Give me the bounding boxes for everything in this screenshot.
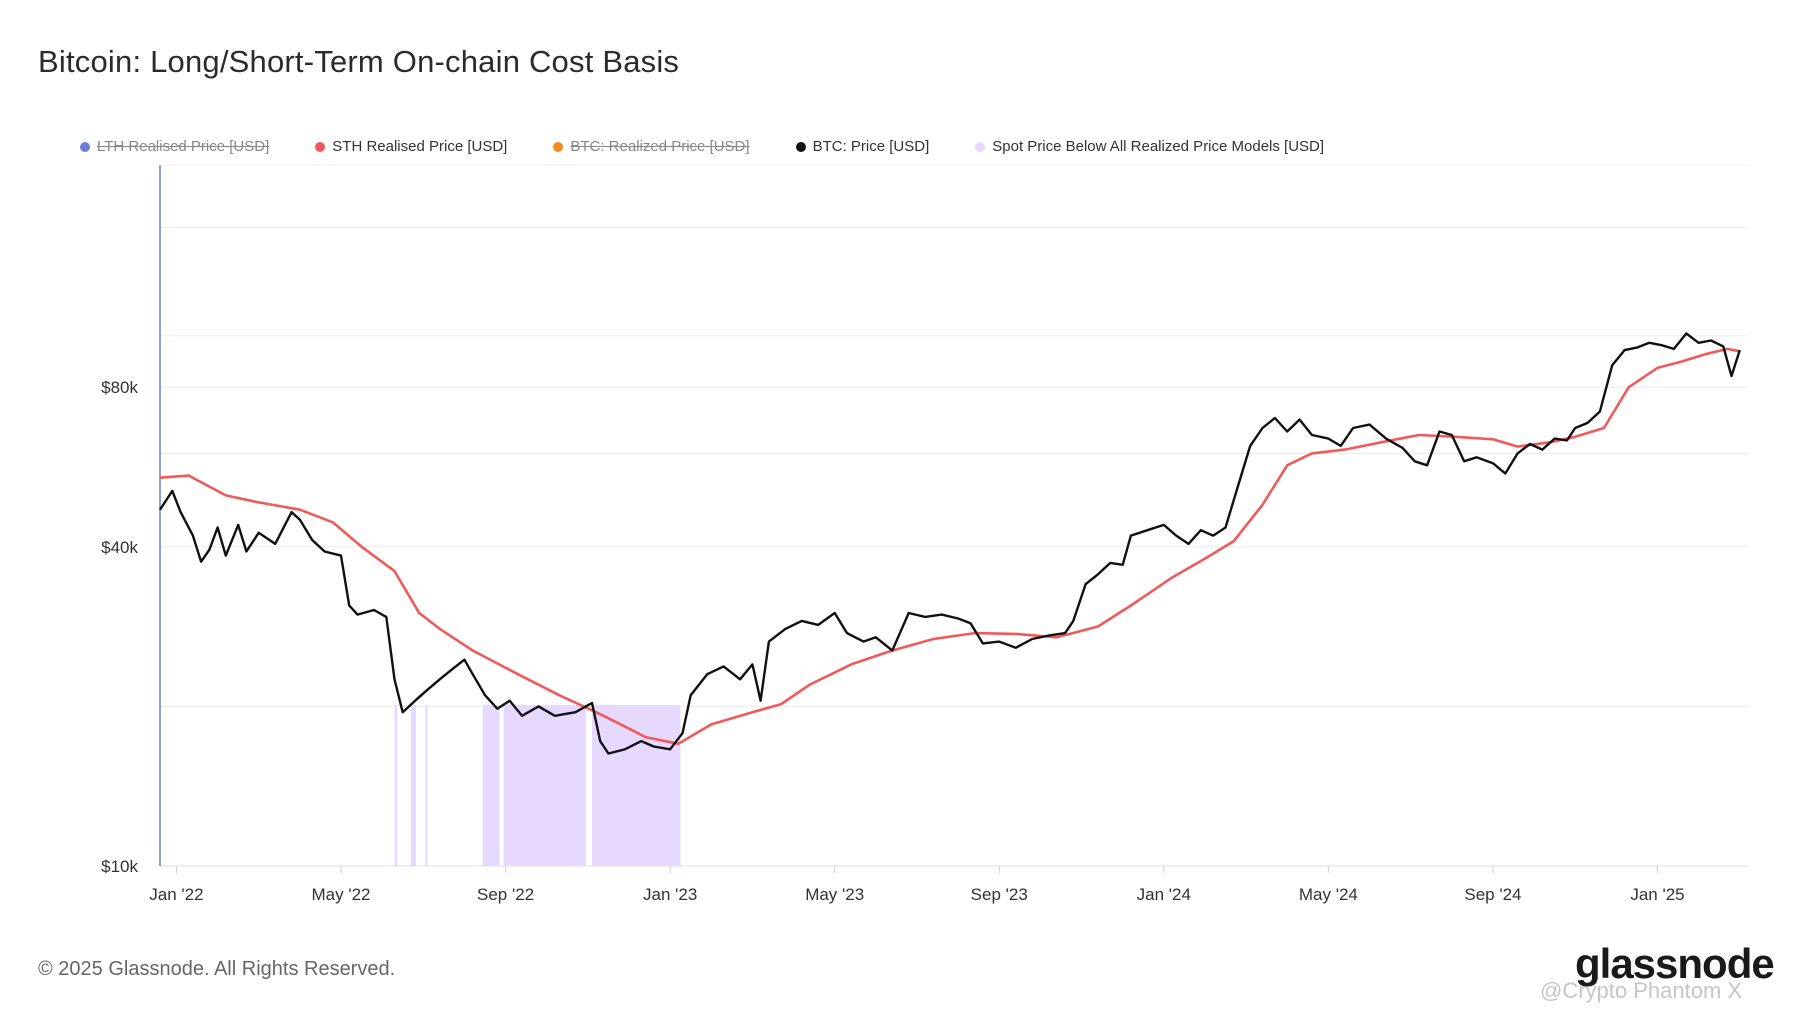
x-tick-label: Jan '24 [1137,885,1191,904]
legend-dot-icon [795,141,806,152]
y-tick-label: $80k [101,378,138,397]
shaded-region [591,705,681,866]
glassnode-logo: glassnode [1575,940,1775,987]
x-tick-label: Sep '24 [1464,885,1521,904]
legend-item-btc-price[interactable]: BTC: Price [USD] [795,138,930,155]
legend-dot-icon [975,141,986,152]
x-tick-label: Jan '25 [1630,885,1684,904]
shaded-region [482,705,500,866]
y-tick-label: $10k [101,857,138,876]
x-tick-label: Jan '23 [643,885,697,904]
legend-dot-icon [315,141,326,152]
chart-title: Bitcoin: Long/Short-Term On-chain Cost B… [38,44,680,79]
legend-label: LTH Realised Price [USD] [97,138,270,155]
y-tick-label: $40k [101,538,138,557]
btc-price-line [158,332,1741,755]
shaded-region [425,705,428,866]
legend-item-sth-realised-price[interactable]: STH Realised Price [USD] [315,138,507,155]
legend-label: STH Realised Price [USD] [332,138,508,155]
x-tick-label: Sep '22 [477,885,534,904]
legend-label: Spot Price Below All Realized Price Mode… [992,138,1325,155]
legend-label: BTC: Realized Price [USD] [570,138,750,155]
chart-plot: $10k $40k $80k Jan '22 May '22 Sep '22 Jan '23… [101,164,1748,904]
x-tick-label: May '24 [1299,885,1358,904]
legend-dot-icon [553,141,564,152]
watermark-text: @Crypto Phantom X [1540,978,1743,1003]
x-tick-label: Jan '22 [149,885,203,904]
x-tick-label: Sep '23 [971,885,1028,904]
legend-item-spot-below-models[interactable]: Spot Price Below All Realized Price Mode… [975,138,1324,155]
sth-realised-price-line [159,347,1741,746]
x-tick-label: May '23 [805,885,864,904]
copyright-text: © 2025 Glassnode. All Rights Reserved. [38,958,396,980]
shaded-region [394,705,397,866]
chart-legend: LTH Realised Price [USD] STH Realised Pr… [80,138,1370,155]
legend-item-lth-realised-price[interactable]: LTH Realised Price [USD] [80,138,269,155]
shaded-region [503,705,586,866]
legend-dot-icon [80,141,90,152]
legend-label: BTC: Price [USD] [812,138,930,155]
legend-item-btc-realized-price[interactable]: BTC: Realized Price [USD] [553,138,750,155]
x-tick-label: May '22 [312,885,371,904]
shaded-region [410,705,416,866]
